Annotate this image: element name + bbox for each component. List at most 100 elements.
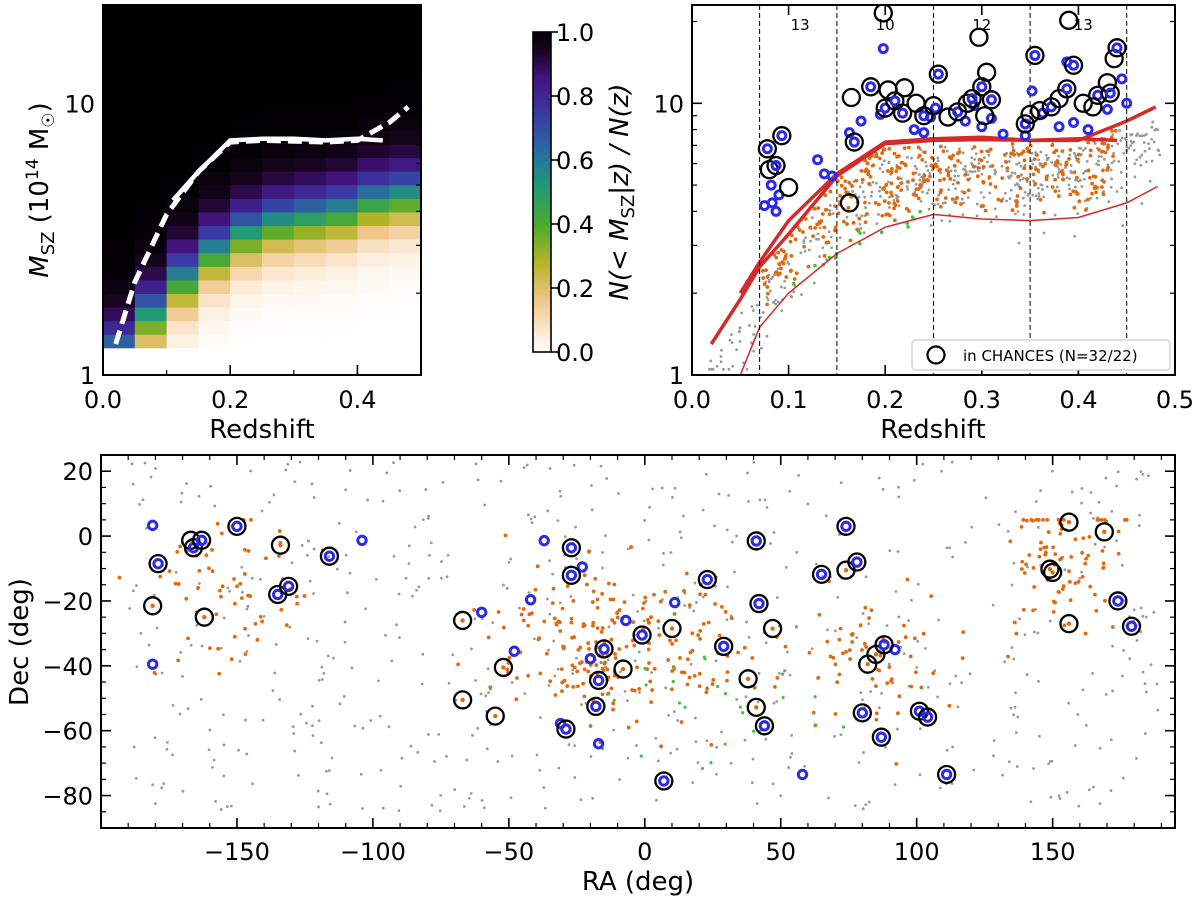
heatmap-cell bbox=[103, 266, 136, 281]
field-cluster-gray bbox=[1076, 212, 1080, 215]
sky-field-orange bbox=[210, 569, 215, 574]
field-cluster-orange bbox=[789, 253, 794, 258]
heatmap-cell bbox=[262, 116, 295, 131]
sky-blue-cluster bbox=[878, 639, 890, 651]
field-cluster-green bbox=[918, 209, 922, 214]
field-cluster-gray bbox=[977, 161, 981, 165]
sky-field-gray bbox=[299, 712, 303, 716]
field-cluster-orange bbox=[841, 219, 846, 224]
field-cluster-orange bbox=[1101, 168, 1105, 173]
blue-cluster bbox=[897, 107, 909, 119]
sky-field-orange bbox=[878, 653, 883, 658]
heatmap-cell bbox=[357, 307, 390, 322]
sky-field-gray bbox=[1120, 674, 1124, 678]
field-cluster-gray bbox=[1150, 159, 1154, 163]
sky-field-gray bbox=[691, 781, 695, 785]
blue-cluster bbox=[966, 93, 978, 105]
field-cluster-orange bbox=[939, 188, 944, 193]
mass-redshift-xtick-label: 0.2 bbox=[866, 386, 904, 414]
field-cluster-orange bbox=[1038, 197, 1043, 202]
sky-field-gray bbox=[933, 669, 937, 673]
sky-field-gray bbox=[574, 525, 577, 529]
field-cluster-green bbox=[813, 263, 817, 268]
heatmap-cell bbox=[389, 252, 421, 267]
heatmap-cell bbox=[134, 144, 168, 159]
heatmap-cell bbox=[230, 157, 263, 172]
sky-field-gray bbox=[552, 639, 556, 643]
field-cluster-orange bbox=[824, 207, 828, 212]
sky-field-gray bbox=[869, 690, 873, 693]
sky-field-gray bbox=[471, 733, 474, 737]
sky-field-gray bbox=[992, 739, 996, 742]
sky-field-gray bbox=[305, 721, 308, 725]
sky-field-gray bbox=[292, 732, 296, 736]
field-cluster-gray bbox=[1059, 163, 1063, 167]
sky-field-gray bbox=[1109, 738, 1113, 742]
sky-field-orange bbox=[862, 641, 867, 646]
sky-field-gray bbox=[179, 500, 183, 504]
sky-field-orange bbox=[1116, 529, 1121, 534]
sky-field-gray bbox=[651, 487, 655, 491]
heatmap-cell bbox=[325, 157, 358, 172]
field-cluster-orange bbox=[949, 156, 954, 161]
field-cluster-orange bbox=[1056, 194, 1061, 199]
sky-field-orange bbox=[903, 635, 908, 640]
field-cluster-orange bbox=[1009, 151, 1013, 156]
field-cluster-orange bbox=[1093, 184, 1098, 189]
heatmap-cell bbox=[293, 62, 327, 77]
heatmap-cell bbox=[293, 144, 327, 159]
thick-selection-curve bbox=[738, 135, 1118, 295]
field-cluster-gray bbox=[1089, 196, 1093, 200]
sky-ytick-label: 0 bbox=[78, 523, 93, 551]
sky-field-gray bbox=[1014, 731, 1018, 735]
field-cluster-gray bbox=[929, 224, 933, 227]
sky-field-orange bbox=[591, 620, 596, 625]
sky-field-gray bbox=[1087, 788, 1091, 792]
sky-field-gray bbox=[249, 469, 252, 473]
sky-chances-core bbox=[1066, 621, 1072, 626]
chances-cluster bbox=[766, 155, 786, 176]
field-cluster-gray bbox=[1119, 139, 1123, 142]
field-cluster-orange bbox=[1050, 143, 1055, 148]
sky-field-gray bbox=[747, 635, 751, 639]
sky-field-gray bbox=[509, 557, 513, 561]
field-cluster-orange bbox=[1014, 204, 1019, 208]
field-cluster-gray bbox=[970, 147, 974, 151]
field-cluster-gray bbox=[1116, 142, 1120, 146]
field-cluster-gray bbox=[1110, 177, 1114, 181]
field-cluster-green bbox=[910, 215, 915, 220]
sky-chances-core bbox=[1047, 566, 1053, 572]
sky-field-gray bbox=[479, 692, 483, 696]
sky-field-gray bbox=[310, 482, 314, 486]
field-cluster-gray bbox=[1068, 177, 1071, 181]
heatmap-cell bbox=[103, 76, 136, 91]
sky-field-orange bbox=[617, 608, 622, 612]
field-cluster-orange bbox=[777, 262, 782, 266]
sky-field-orange bbox=[697, 671, 702, 676]
sky-field-gray bbox=[1050, 759, 1054, 763]
heatmap-cell bbox=[262, 266, 295, 281]
field-cluster-orange bbox=[986, 149, 991, 154]
heatmap-cell bbox=[389, 76, 421, 91]
chances-cluster bbox=[1073, 93, 1093, 113]
heatmap-cell bbox=[230, 225, 263, 240]
field-cluster-orange bbox=[776, 250, 780, 255]
sky-field-gray bbox=[533, 637, 536, 641]
sky-field-gray bbox=[551, 572, 555, 576]
field-cluster-orange bbox=[987, 175, 992, 179]
field-cluster-gray bbox=[966, 196, 970, 199]
sky-field-orange bbox=[561, 644, 565, 649]
sky-blue-cluster bbox=[717, 640, 730, 653]
sky-field-orange bbox=[1084, 556, 1088, 561]
sky-field-orange bbox=[696, 633, 701, 638]
sky-blue-cluster bbox=[815, 568, 828, 581]
sky-field-gray bbox=[826, 796, 830, 800]
sky-field-orange bbox=[553, 693, 558, 697]
field-cluster-gray bbox=[993, 172, 997, 176]
field-cluster-orange bbox=[916, 145, 921, 150]
field-cluster-gray bbox=[859, 227, 862, 230]
field-cluster-gray bbox=[1064, 166, 1067, 170]
field-cluster-gray bbox=[974, 152, 978, 156]
sky-field-gray bbox=[1135, 477, 1138, 481]
field-cluster-orange bbox=[952, 163, 957, 168]
